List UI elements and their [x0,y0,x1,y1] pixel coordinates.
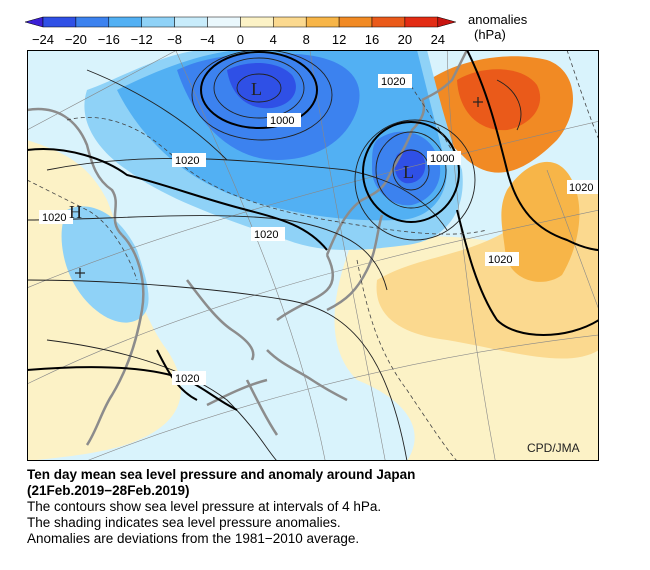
pressure-label-1020-northeast: 1020 [381,76,405,88]
anomaly-positive-peak-region [457,69,541,131]
label-bg [485,252,519,266]
cross-marker-west [75,268,85,278]
colorbar-arrow-right [437,16,457,28]
colorbar-tick-label: 0 [237,32,244,47]
caption-line2: The shading indicates sea level pressure… [27,515,341,530]
colorbar-cell [141,16,175,28]
colorbar-tick-label: 16 [365,32,379,47]
anomaly-positive-mid-region [501,161,580,282]
anomaly-negative-pale-patch [61,206,149,323]
colorbar-cell [273,16,307,28]
caption-line1: The contours show sea level pressure at … [27,499,382,514]
pressure-contours [27,50,522,461]
colorbar-tick-label: −20 [65,32,87,47]
label-bg [378,74,412,88]
caption-title-line1: Ten day mean sea level pressure and anom… [27,467,416,482]
colorbar-cell [207,16,241,28]
colorbar-cell [371,16,406,28]
colorbar-unit-hpa: (hPa) [474,27,506,42]
pressure-label-1000-north: 1000 [270,115,294,127]
pressure-label-1020-center: 1020 [175,155,199,167]
colorbar-arrow-left [24,16,44,28]
pressure-label-1020-southeast: 1020 [488,254,512,266]
label-bg [251,227,285,241]
colorbar-cells [24,16,457,28]
colorbar-cell [75,16,110,28]
label-bg [172,153,206,167]
colorbar-cell [404,16,439,28]
pressure-label-1000-east: 1000 [430,153,454,165]
colorbar-cell [42,16,77,28]
colorbar-ticks: −24 −20 −16 −12 −8 −4 0 4 8 12 16 20 24 [32,32,445,47]
map-frame [27,50,599,461]
colorbar-tick-label: −16 [98,32,120,47]
colorbar-tick-label: 12 [332,32,346,47]
low-center-east: L [403,162,414,182]
caption-title-line2: (21Feb.2019−28Feb.2019) [27,483,190,498]
colorbar-tick-label: −12 [131,32,153,47]
colorbar-tick-label: −24 [32,32,54,47]
caption-line3: Anomalies are deviations from the 1981−2… [27,531,360,546]
pressure-map: 1000 1000 1020 1020 1020 1020 1020 1020 … [27,50,599,461]
high-center-west: H [69,202,82,222]
colorbar-graphic: −24 −20 −16 −12 −8 −4 0 4 8 12 16 20 24 [24,16,457,47]
colorbar-tick-label: 20 [398,32,412,47]
colorbar-cell [108,16,142,28]
coastlines [27,50,469,446]
colorbar-tick-label: 8 [303,32,310,47]
colorbar-cell [305,16,340,28]
colorbar-tick-label: −4 [200,32,215,47]
label-bg [567,180,599,194]
colorbar-cell [338,16,373,28]
low-center-north: L [251,79,262,99]
colorbar-tick-label: 4 [270,32,277,47]
pressure-label-group: 1000 1000 1020 1020 1020 1020 1020 1020 … [39,74,599,385]
pressure-label-1020-south: 1020 [175,373,199,385]
colorbar-unit-label: anomalies [468,12,528,27]
label-bg [427,151,461,165]
pressure-label-1020-east: 1020 [569,182,593,194]
colorbar-cell [174,16,208,28]
credit-label: CPD/JMA [527,441,580,455]
pressure-label-1020-mid: 1020 [254,229,278,241]
cross-marker-east [473,97,483,107]
pressure-label-1020-west: 1020 [42,212,66,224]
colorbar-tick-label: 24 [431,32,445,47]
label-bg [39,210,73,224]
anomaly-negative-strong-region [227,63,296,109]
colorbar-tick-label: −8 [167,32,182,47]
anomaly-negative-strong-region-east [394,149,426,184]
label-bg [172,371,206,385]
anomaly-colorbar: −24 −20 −16 −12 −8 −4 0 4 8 12 16 20 24 anomalies (h… [0,0,650,50]
map-svg: 1000 1000 1020 1020 1020 1020 1020 1020 … [27,50,599,461]
label-bg [267,113,301,127]
colorbar-cell [240,16,274,28]
caption: Ten day mean sea level pressure and anom… [27,467,627,547]
